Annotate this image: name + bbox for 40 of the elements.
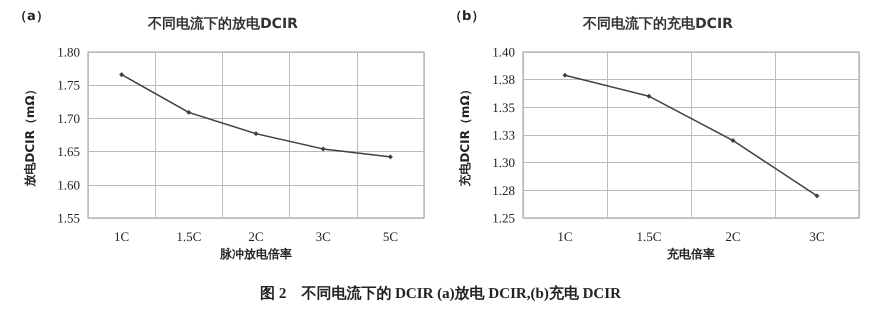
caption: 图 2 不同电流下的 DCIR (a)放电 DCIR,(b)充电 DCIR xyxy=(259,284,622,303)
x-tick-label: 3C xyxy=(316,229,331,244)
x-tick-label: 1C xyxy=(557,229,573,244)
point xyxy=(814,193,820,198)
chart-title: 不同电流下的充电DCIR xyxy=(582,15,734,32)
x-axis-title: 脉冲放电倍率 xyxy=(219,247,292,261)
point xyxy=(254,131,258,136)
y-tick-label: 1.75 xyxy=(57,78,80,93)
x-tick-label: 1C xyxy=(114,229,130,244)
x-axis-title: 充电倍率 xyxy=(666,247,715,261)
y-tick-label: 1.25 xyxy=(492,210,515,226)
y-tick-label: 1.70 xyxy=(57,110,80,126)
x-tick-label: 2C xyxy=(725,229,741,244)
y-tick-label: 1.55 xyxy=(57,210,80,226)
y-tick-label: 1.60 xyxy=(57,177,80,192)
point xyxy=(119,72,124,78)
text: （b） xyxy=(449,9,484,24)
point xyxy=(646,94,652,99)
point xyxy=(730,138,736,144)
x-tick-label: 2C xyxy=(248,229,264,244)
text: （a） xyxy=(14,9,49,24)
y-tick-label: 1.33 xyxy=(492,128,515,142)
point xyxy=(186,110,192,115)
y-tick-label: 1.38 xyxy=(492,72,515,88)
chart-title: 不同电流下的放电DCIR xyxy=(147,15,298,32)
y-tick-label: 1.28 xyxy=(492,182,515,198)
point xyxy=(388,154,393,160)
x-tick-label: 1.5C xyxy=(636,229,662,244)
x-tick-label: 5C xyxy=(382,229,398,244)
x-tick-label: 1.5C xyxy=(176,229,202,244)
y-axis-title: 放电DCIR（mΩ） xyxy=(23,83,37,188)
x-tick-label: 3C xyxy=(809,229,825,244)
point xyxy=(562,72,568,78)
y-tick-label: 1.35 xyxy=(492,100,515,115)
y-tick-label: 1.30 xyxy=(492,155,515,170)
y-axis-title: 充电DCIR（mΩ） xyxy=(458,83,472,188)
y-tick-label: 1.40 xyxy=(492,44,515,60)
point xyxy=(320,146,326,152)
y-tick-label: 1.80 xyxy=(57,44,80,60)
y-tick-label: 1.65 xyxy=(57,144,80,160)
